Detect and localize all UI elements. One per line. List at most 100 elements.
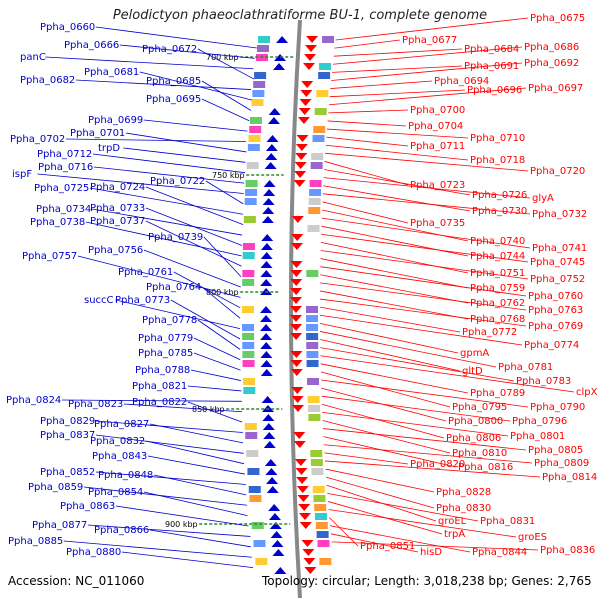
gene-label-Ppha_0772: Ppha_0772	[462, 327, 517, 338]
minus-strand-gene	[260, 279, 273, 286]
connector-Ppha_0781	[320, 331, 497, 368]
connector-Ppha_0768	[319, 290, 469, 320]
gene-label-Ppha_0725: Ppha_0725	[34, 183, 89, 194]
connector-Ppha_0741	[321, 217, 531, 249]
plus-cog-block	[308, 414, 321, 421]
plus-strand-gene	[298, 108, 311, 115]
minus-cog-block	[242, 243, 255, 250]
connector-Ppha_0677	[334, 39, 401, 49]
plus-cog-block	[311, 153, 324, 160]
plus-strand-gene	[290, 288, 303, 295]
minus-cog-block	[246, 162, 259, 169]
plus-cog-block	[313, 495, 326, 502]
plus-cog-block	[314, 504, 327, 511]
plus-cog-block	[318, 72, 331, 79]
plus-strand-gene	[299, 99, 312, 106]
gene-label-groES: groES	[518, 532, 547, 543]
minus-strand-gene	[262, 414, 275, 421]
connector-Ppha_0779	[193, 337, 241, 361]
gene-label-panC: panC	[20, 52, 46, 63]
connector-Ppha_0795	[320, 371, 451, 408]
genome-summary-text: Topology: circular; Length: 3,018,238 bp…	[262, 574, 592, 588]
plus-cog-block	[314, 108, 327, 115]
minus-strand-gene	[262, 207, 275, 214]
gene-label-Ppha_0814: Ppha_0814	[542, 472, 597, 483]
plus-strand-gene	[301, 81, 314, 88]
connector-Ppha_0666	[119, 44, 255, 59]
gene-label-Ppha_0769: Ppha_0769	[528, 321, 583, 332]
gene-label-Ppha_0701: Ppha_0701	[70, 128, 125, 139]
connector-Ppha_0756	[143, 249, 241, 288]
gene-label-Ppha_0790: Ppha_0790	[530, 402, 585, 413]
genome-title: Pelodictyon phaeoclathratiforme BU-1, co…	[112, 8, 488, 23]
plus-cog-block	[309, 180, 322, 187]
minus-strand-gene	[260, 306, 273, 313]
minus-cog-block	[244, 198, 257, 205]
connector-Ppha_0745	[321, 233, 529, 263]
connector-Ppha_0730	[323, 185, 471, 212]
plus-strand-gene	[290, 306, 303, 313]
connector-Ppha_0837	[95, 434, 244, 454]
plus-cog-block	[308, 198, 321, 205]
minus-cog-block	[258, 36, 271, 43]
minus-strand-gene	[273, 63, 286, 70]
minus-strand-gene	[265, 468, 278, 475]
connector-Ppha_0785	[193, 352, 241, 371]
connector-hisD	[330, 533, 419, 553]
connector-Ppha_0821	[187, 385, 242, 392]
minus-cog-block	[247, 468, 260, 475]
plus-cog-block	[312, 135, 325, 142]
gene-label-Ppha_0756: Ppha_0756	[88, 245, 143, 256]
plus-strand-gene	[290, 279, 303, 286]
connector-Ppha_0796	[321, 395, 511, 422]
plus-strand-gene	[298, 513, 311, 520]
plus-cog-block	[319, 558, 332, 565]
gene-label-Ppha_0700: Ppha_0700	[410, 105, 465, 116]
connector-Ppha_0685	[201, 80, 252, 111]
connector-Ppha_0696	[329, 89, 466, 98]
gene-label-Ppha_0757: Ppha_0757	[22, 251, 77, 262]
minus-cog-block	[243, 387, 256, 394]
connector-Ppha_0739	[203, 236, 242, 277]
gene-label-Ppha_0745: Ppha_0745	[530, 257, 585, 268]
connector-Ppha_0788	[190, 369, 241, 381]
minus-strand-gene	[264, 459, 277, 466]
connector-Ppha_0852	[95, 471, 246, 485]
minus-strand-gene	[263, 441, 276, 448]
minus-cog-block	[244, 423, 257, 430]
plus-strand-gene	[296, 477, 309, 484]
minus-strand-gene	[271, 540, 284, 547]
plus-strand-gene	[305, 45, 318, 52]
connector-Ppha_0704	[327, 120, 407, 127]
plus-strand-gene	[301, 540, 314, 547]
connector-Ppha_0844	[330, 525, 471, 553]
minus-cog-block	[242, 351, 255, 358]
connector-Ppha_0725	[89, 187, 244, 215]
gene-label-Ppha_0739: Ppha_0739	[148, 232, 203, 243]
connector-Ppha_0824	[61, 399, 242, 402]
connector-Ppha_0675	[335, 17, 529, 41]
gene-label-Ppha_0732: Ppha_0732	[532, 209, 587, 220]
gene-label-Ppha_0848: Ppha_0848	[98, 470, 153, 481]
connector-Ppha_0809	[323, 444, 533, 464]
connector-trpD	[123, 147, 246, 163]
plus-strand-gene	[293, 441, 306, 448]
plus-cog-block	[306, 351, 319, 358]
minus-cog-block	[242, 324, 255, 331]
gene-label-Ppha_0681: Ppha_0681	[84, 67, 139, 78]
connector-Ppha_0734	[91, 208, 243, 236]
connector-Ppha_0760	[320, 266, 527, 297]
gene-label-Ppha_0828: Ppha_0828	[436, 487, 491, 498]
gene-label-Ppha_0821: Ppha_0821	[132, 381, 187, 392]
minus-strand-gene	[268, 108, 281, 115]
connector-Ppha_0744	[321, 225, 469, 257]
gene-label-Ppha_0712: Ppha_0712	[37, 149, 92, 160]
plus-strand-gene	[291, 216, 304, 223]
minus-cog-block	[247, 144, 260, 151]
minus-strand-gene	[262, 423, 275, 430]
connector-Ppha_0790	[321, 379, 529, 408]
connector-Ppha_0763	[320, 282, 527, 311]
gene-label-Ppha_0666: Ppha_0666	[64, 40, 119, 51]
feature-tracks	[242, 36, 335, 574]
connector-Ppha_0735	[322, 201, 409, 224]
